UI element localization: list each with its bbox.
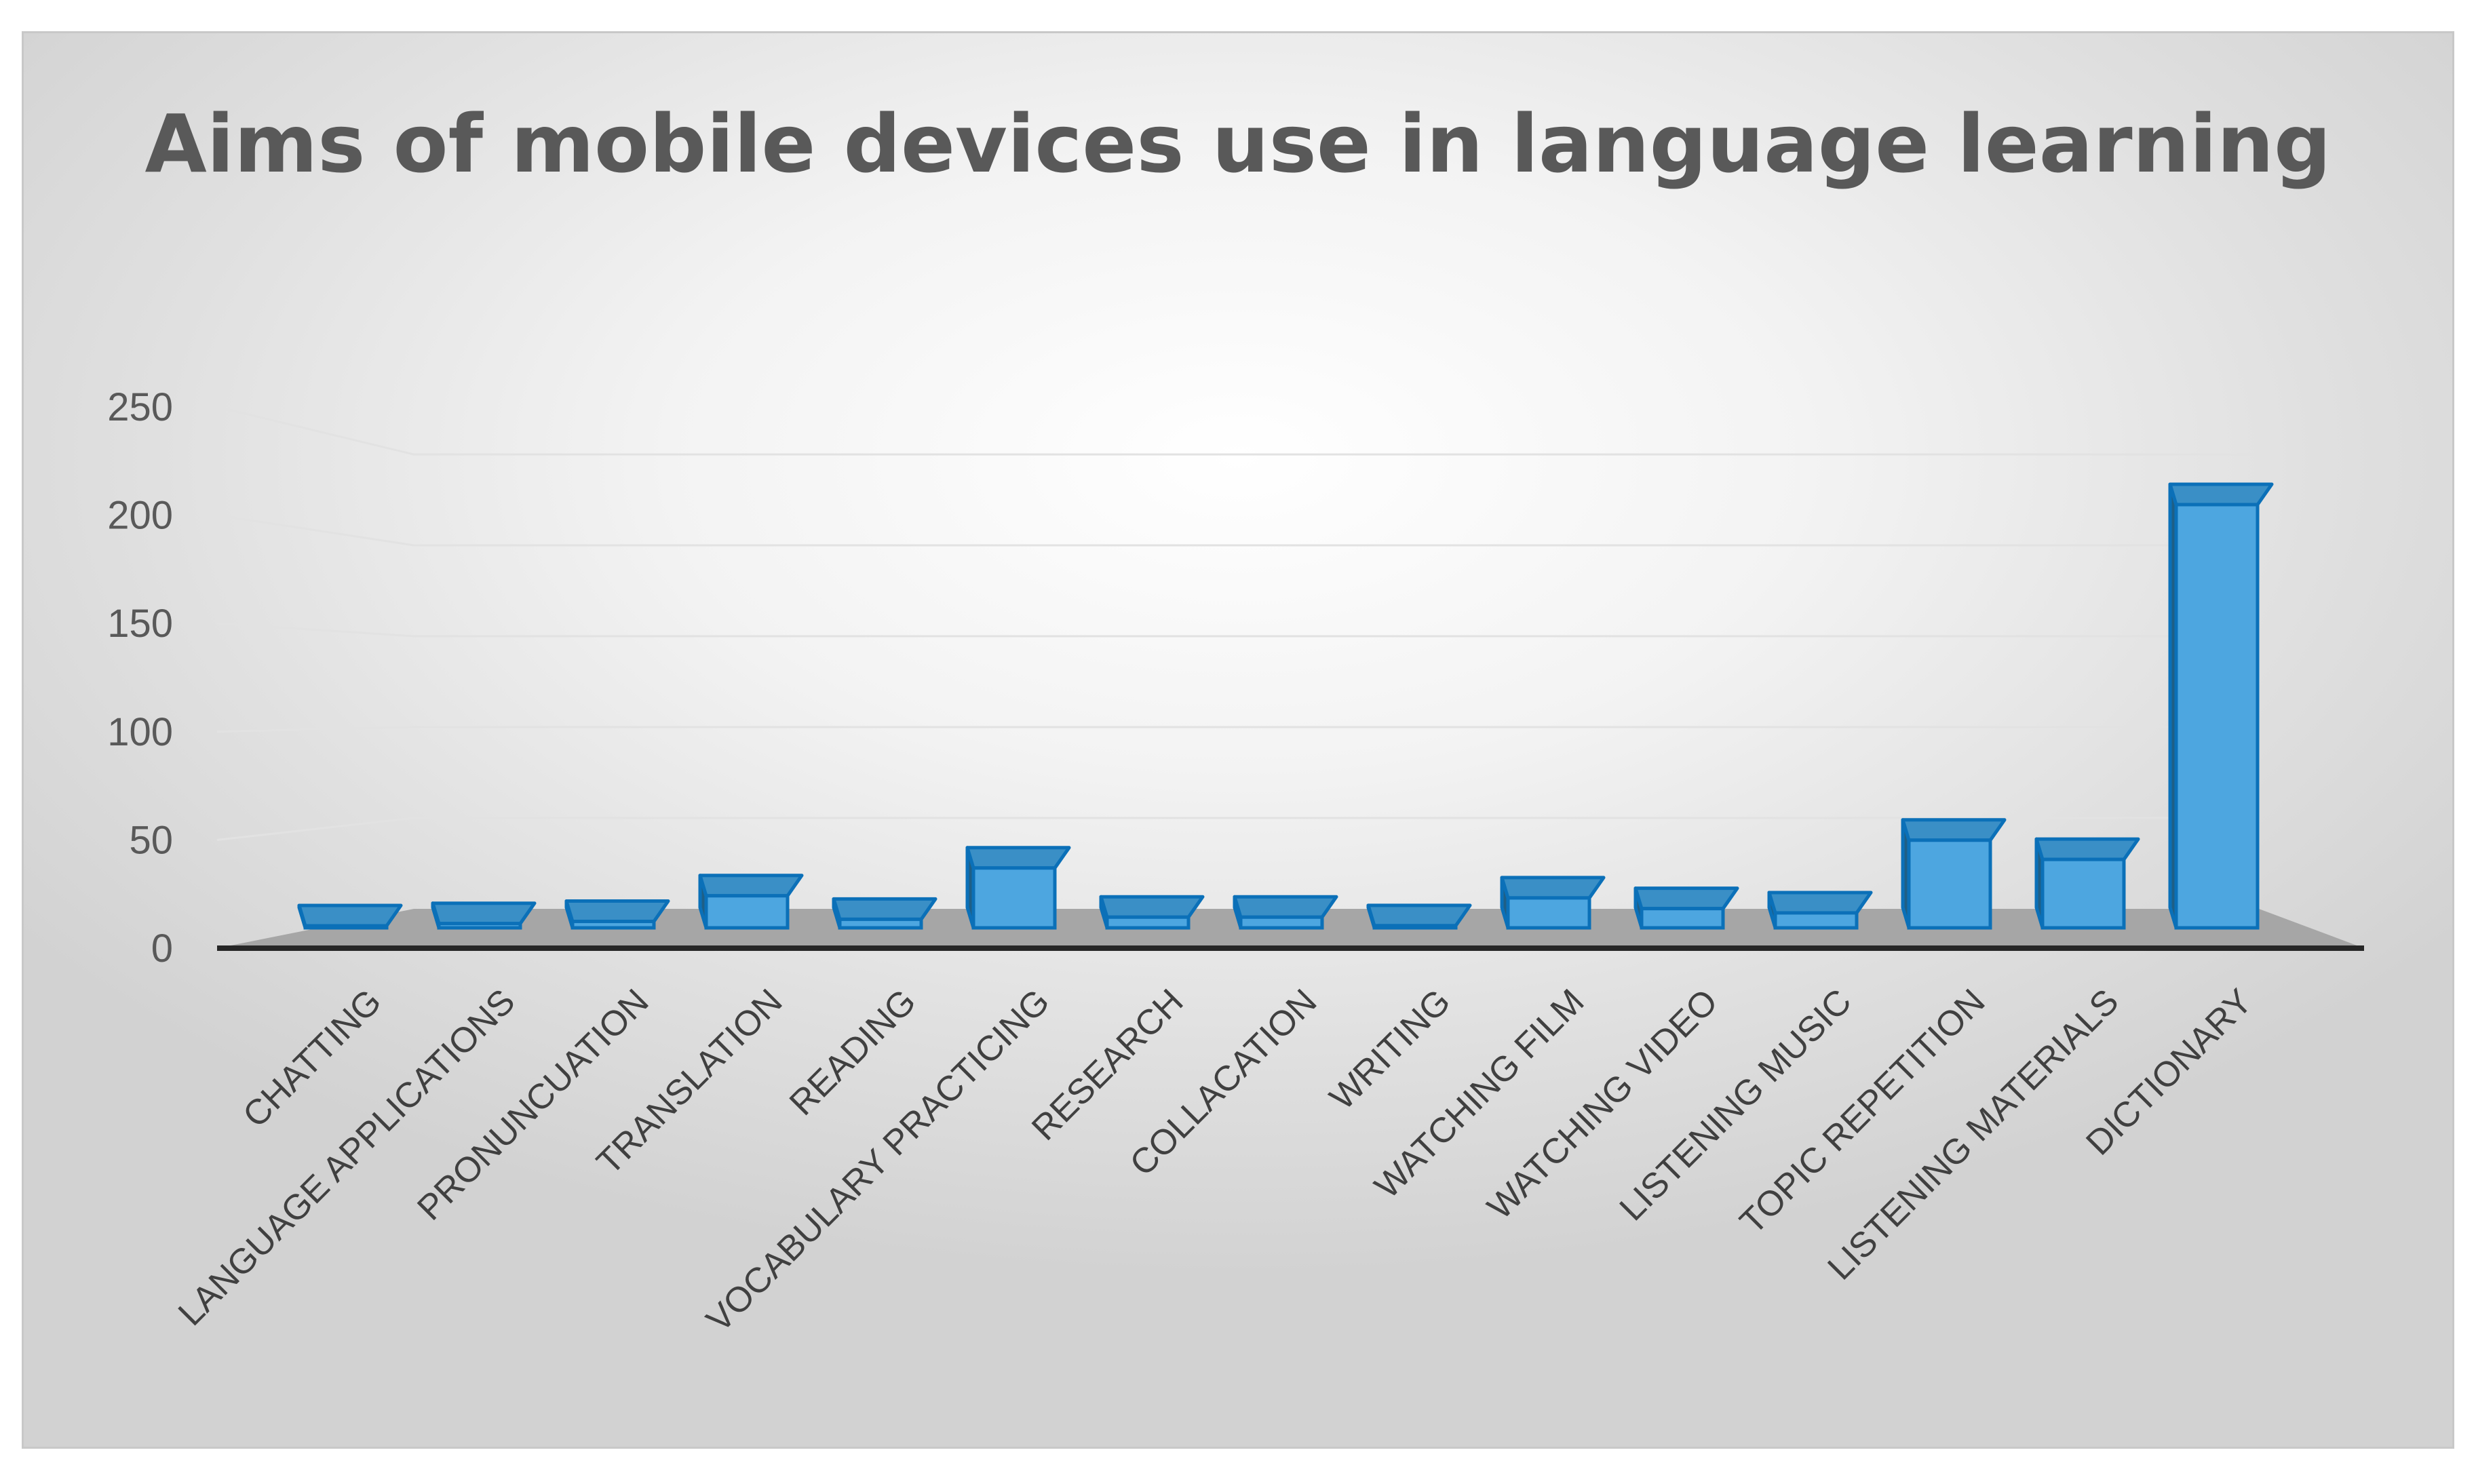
bar-front-face bbox=[1239, 915, 1324, 930]
x-tick-label: LISTENING MUSIC bbox=[1612, 981, 1859, 1228]
bar-top-face bbox=[2168, 482, 2274, 507]
gridline bbox=[216, 817, 2259, 841]
bar-top-face bbox=[431, 901, 537, 926]
bar-top-face bbox=[965, 846, 1071, 870]
bar-top-face bbox=[1366, 903, 1472, 928]
bar bbox=[431, 901, 537, 930]
bar-top-face bbox=[564, 899, 670, 924]
chart-title: Aims of mobile devices use in language l… bbox=[144, 97, 2332, 191]
bar bbox=[564, 899, 670, 930]
bar bbox=[1633, 886, 1739, 930]
bar-top-face bbox=[1901, 818, 2007, 842]
bar bbox=[1233, 895, 1338, 930]
bar-top-face bbox=[1767, 891, 1873, 915]
bar-top-face bbox=[1099, 895, 1205, 919]
chart-area bbox=[22, 31, 2454, 1449]
x-tick-label: PRONUNCUATION bbox=[410, 981, 656, 1228]
bar bbox=[832, 897, 937, 930]
y-tick-label: 250 bbox=[107, 385, 173, 429]
bar-front-face bbox=[1773, 911, 1859, 930]
y-tick-label: 200 bbox=[107, 494, 173, 538]
bar-front-face bbox=[838, 917, 923, 930]
bar-top-face bbox=[832, 897, 937, 921]
bar-front-face bbox=[570, 920, 656, 930]
bar-top-face bbox=[1233, 895, 1338, 919]
bar bbox=[965, 846, 1071, 930]
bar bbox=[698, 874, 804, 930]
bar-top-face bbox=[297, 903, 403, 928]
bar-top-face bbox=[2034, 837, 2140, 861]
bar-front-face bbox=[1105, 915, 1191, 930]
bar-front-face bbox=[303, 924, 389, 930]
bar-top-face bbox=[1633, 886, 1739, 911]
y-tick-label: 0 bbox=[151, 926, 173, 971]
bar bbox=[2034, 837, 2140, 930]
x-tick-label: READING bbox=[782, 981, 924, 1123]
gridline bbox=[216, 622, 2259, 638]
gridline bbox=[216, 406, 2259, 456]
bar-top-face bbox=[698, 874, 804, 898]
bar-front-face bbox=[437, 922, 522, 930]
bar-front-face bbox=[2174, 503, 2260, 930]
bar bbox=[1901, 818, 2007, 930]
bar-front-face bbox=[1907, 838, 1992, 930]
bar-front-face bbox=[1506, 896, 1591, 930]
bar-front-face bbox=[971, 866, 1057, 930]
x-tick-label: WRITING bbox=[1322, 981, 1458, 1117]
bar bbox=[1767, 891, 1873, 930]
gridline bbox=[216, 726, 2259, 733]
gridline bbox=[216, 514, 2259, 547]
bar-top-face bbox=[1500, 876, 1606, 900]
bar bbox=[2168, 482, 2274, 930]
bar bbox=[1366, 903, 1472, 930]
x-tick-label: WATCHING VIDEO bbox=[1480, 981, 1726, 1227]
bar bbox=[1500, 876, 1606, 930]
bar-front-face bbox=[1640, 907, 1725, 930]
bar-front-face bbox=[2040, 857, 2126, 930]
x-tick-label: TOPIC REPETITION bbox=[1733, 981, 1993, 1242]
y-tick-label: 50 bbox=[129, 818, 173, 862]
bar-front-face bbox=[704, 894, 790, 930]
bar bbox=[297, 903, 403, 930]
bar-front-face bbox=[1372, 924, 1458, 930]
bar bbox=[1099, 895, 1205, 930]
y-tick-label: 100 bbox=[107, 710, 173, 754]
y-tick-label: 150 bbox=[107, 602, 173, 646]
